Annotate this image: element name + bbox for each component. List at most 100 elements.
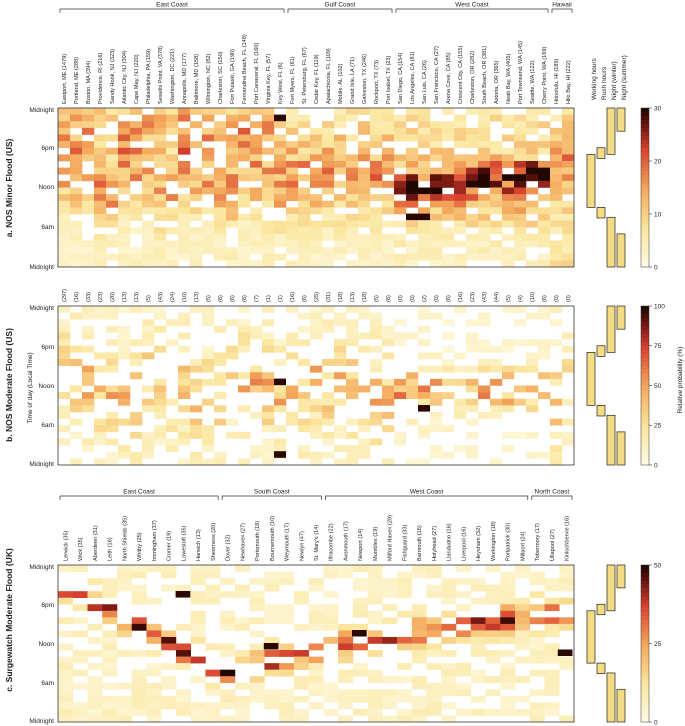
heat-cell bbox=[397, 636, 413, 644]
station-label: Philadelphia, PA (159) bbox=[146, 49, 152, 104]
heat-cell bbox=[238, 431, 251, 439]
heat-cell bbox=[426, 663, 442, 670]
colorbar-segment bbox=[641, 421, 649, 426]
heat-cell bbox=[470, 623, 486, 631]
heat-cell bbox=[178, 372, 191, 380]
group-label: North Coast bbox=[535, 489, 570, 496]
heat-cell bbox=[478, 114, 491, 122]
heat-cell bbox=[550, 458, 563, 466]
heat-cell bbox=[367, 695, 383, 703]
heat-cell bbox=[346, 180, 359, 188]
heat-cell bbox=[562, 365, 575, 373]
heat-cell bbox=[118, 445, 131, 453]
heat-cell bbox=[161, 636, 177, 644]
heat-cell bbox=[514, 247, 527, 255]
heat-cell bbox=[58, 412, 71, 419]
heat-cell bbox=[130, 260, 143, 268]
heat-cell bbox=[382, 220, 395, 228]
heat-cell bbox=[202, 247, 215, 255]
colorbar-segment bbox=[641, 433, 649, 438]
heat-cell bbox=[72, 604, 88, 612]
heat-cell bbox=[490, 458, 503, 466]
colorbar-segment bbox=[641, 159, 649, 164]
station-count: (23) bbox=[98, 292, 104, 302]
heatmap-a-frame bbox=[57, 107, 575, 268]
heat-cell bbox=[406, 200, 419, 208]
heat-cell bbox=[334, 214, 347, 221]
heat-cell bbox=[367, 617, 383, 625]
heat-cell bbox=[58, 702, 74, 710]
colorbar-segment bbox=[641, 643, 649, 648]
heat-cell bbox=[346, 339, 359, 347]
heat-cell bbox=[394, 154, 407, 162]
heat-cell bbox=[298, 392, 311, 400]
heat-cell bbox=[178, 458, 191, 466]
heat-cell bbox=[406, 247, 419, 255]
station-label: Avonmouth (17) bbox=[344, 521, 350, 561]
heat-cell bbox=[418, 108, 431, 115]
heat-cell bbox=[166, 240, 179, 248]
heat-cell bbox=[58, 630, 74, 638]
heat-cell bbox=[202, 398, 215, 406]
heat-cell bbox=[58, 676, 74, 684]
heat-cell bbox=[442, 121, 455, 129]
heat-cell bbox=[382, 591, 398, 599]
heat-cell bbox=[502, 233, 515, 241]
heat-cell bbox=[478, 359, 491, 366]
heat-cell bbox=[430, 445, 443, 453]
heat-cell bbox=[441, 715, 457, 723]
heat-cell bbox=[226, 319, 239, 327]
colorbar-segment bbox=[641, 111, 649, 117]
heat-cell bbox=[502, 174, 515, 182]
heat-cell bbox=[529, 636, 545, 644]
heat-cell bbox=[70, 220, 83, 228]
heat-cell bbox=[526, 233, 539, 241]
heat-cell bbox=[70, 458, 83, 466]
heat-cell bbox=[382, 702, 398, 710]
heat-cell bbox=[442, 332, 455, 340]
heat-cell bbox=[70, 167, 83, 175]
heat-cell bbox=[456, 604, 472, 612]
station-count: (6) bbox=[218, 295, 224, 302]
heat-cell bbox=[190, 108, 203, 115]
heat-cell bbox=[70, 207, 83, 215]
heat-cell bbox=[310, 207, 323, 215]
heat-cell bbox=[418, 312, 431, 320]
heat-cell bbox=[264, 617, 280, 625]
heat-cell bbox=[238, 345, 251, 353]
heat-cell bbox=[382, 617, 398, 625]
heat-cell bbox=[526, 398, 539, 406]
heat-cell bbox=[515, 630, 531, 638]
heat-cell bbox=[334, 312, 347, 320]
heat-cell bbox=[394, 392, 407, 400]
heat-cell bbox=[166, 247, 179, 255]
heat-cell bbox=[161, 565, 177, 572]
heat-cell bbox=[334, 227, 347, 235]
heat-cell bbox=[58, 617, 74, 625]
heat-cell bbox=[418, 233, 431, 241]
heat-cell bbox=[529, 689, 545, 697]
heat-cell bbox=[370, 365, 383, 373]
heat-cell bbox=[310, 154, 323, 162]
band-rush-morning bbox=[596, 662, 606, 674]
heat-cell bbox=[220, 702, 236, 710]
heat-cell bbox=[526, 352, 539, 360]
heat-cell bbox=[526, 365, 539, 373]
station-label: Ullapool (27) bbox=[550, 529, 556, 561]
panel-b-title: b. NOS Moderate Flood (US) bbox=[4, 328, 14, 442]
heat-cell bbox=[310, 260, 323, 268]
heat-cell bbox=[226, 260, 239, 268]
band-rush-evening bbox=[596, 603, 606, 616]
heat-cell bbox=[352, 623, 368, 631]
heat-cell bbox=[102, 650, 118, 657]
heat-cell bbox=[370, 438, 383, 446]
heat-cell bbox=[250, 134, 263, 142]
heat-cell bbox=[550, 445, 563, 453]
heat-cell bbox=[190, 359, 203, 366]
heat-cell bbox=[352, 610, 368, 618]
heat-cell bbox=[411, 565, 427, 572]
heat-cell bbox=[526, 451, 539, 459]
heat-cell bbox=[454, 405, 467, 413]
heat-cell bbox=[250, 194, 263, 202]
heat-cell bbox=[226, 187, 239, 195]
